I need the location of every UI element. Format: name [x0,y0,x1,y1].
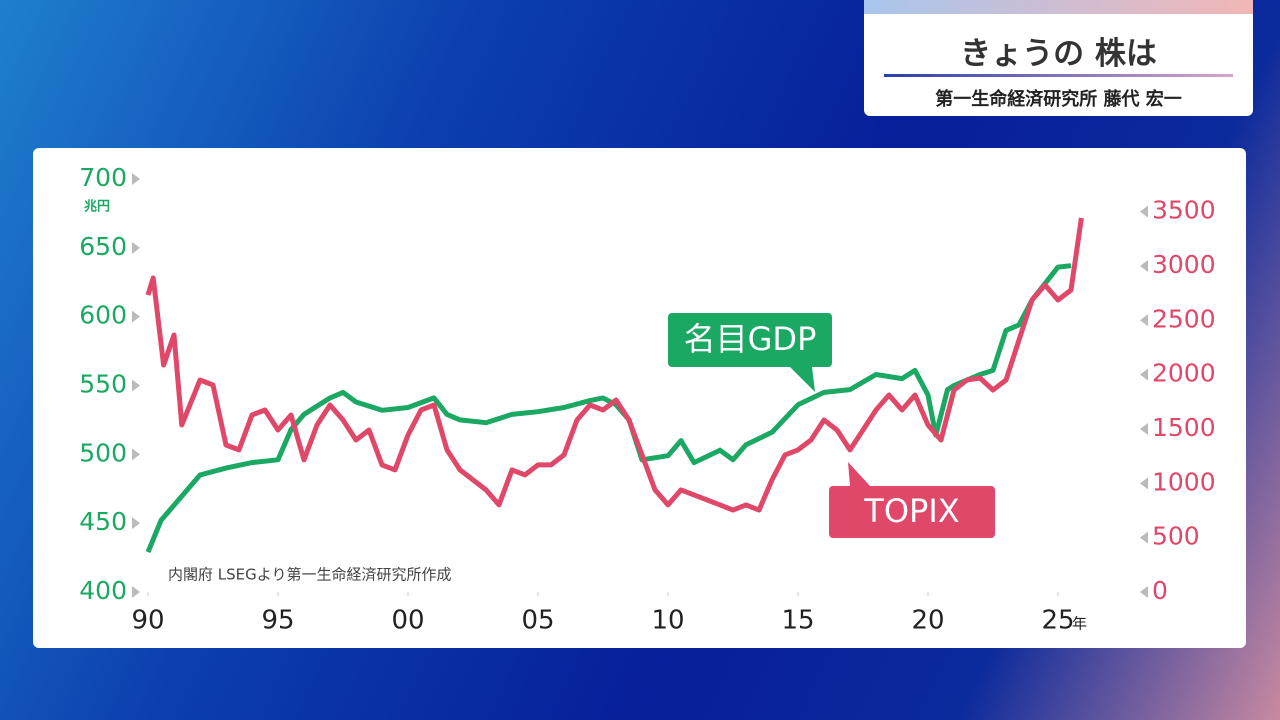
y-tick-label: 600 [79,301,127,330]
y2-tick-label: 500 [1152,522,1200,551]
y2-tick-label: 3500 [1152,196,1216,225]
y2-tick-label: 1000 [1152,467,1216,496]
y2-tick-label: 3000 [1152,250,1216,279]
y2-tick-mark [1140,422,1148,435]
y2-tick-label: 2500 [1152,304,1216,333]
y2-tick-mark [1140,205,1148,218]
x-tick-label: 90 [131,606,164,636]
y2-tick-label: 0 [1152,576,1168,605]
y2-tick-mark [1140,368,1148,381]
legend-box [829,486,995,538]
y2-tick-label: 1500 [1152,413,1216,442]
header-rule [884,74,1233,77]
y-tick-mark [132,586,140,598]
header-stripe [864,0,1253,14]
legend-pointer [848,462,870,486]
y-tick-label: 400 [79,576,127,605]
header-title: きょうの 株は [960,36,1157,72]
y-tick-mark [132,310,140,323]
x-tick-label: 15 [781,606,814,636]
legend-label: 名目GDP [684,320,817,358]
y-tick-mark [132,241,140,254]
y-tick-label: 450 [79,507,127,536]
y-tick-mark [132,173,140,185]
x-tick-label: 20 [911,606,944,636]
y2-tick-label: 2000 [1152,359,1216,388]
header: きょうの 株は 第一生命経済研究所 藤代 宏一 [864,0,1253,116]
x-tick-label: 95 [261,606,294,636]
y-tick-label: 550 [79,370,127,399]
y2-tick-mark [1140,477,1148,490]
x-tick-label: 05 [521,606,554,636]
series-line [145,217,1084,513]
legend-box [668,313,832,367]
y2-tick-mark [1140,259,1148,272]
y-tick-mark [132,517,140,530]
y-tick-label: 650 [79,232,127,261]
y-tick-mark [132,448,140,461]
source: 内閣府 LSEGより第一生命経済研究所作成 [168,566,451,584]
y2-tick-mark [1140,531,1148,544]
y-unit: 兆円 [84,199,110,215]
legend-pointer [790,367,815,392]
legend-label: TOPIX [863,492,959,530]
y-tick-label: 500 [79,438,127,467]
x-unit: 年 [1072,615,1087,633]
header-subtitle: 第一生命経済研究所 藤代 宏一 [935,89,1182,110]
y-tick-label: 700 [79,163,127,192]
y2-tick-mark [1140,586,1148,598]
y2-tick-mark [1140,314,1148,327]
x-tick-label: 00 [391,606,424,636]
chart-panel [33,148,1246,648]
y-tick-mark [132,379,140,392]
x-tick-label: 25 [1041,606,1074,636]
x-tick-label: 10 [651,606,684,636]
